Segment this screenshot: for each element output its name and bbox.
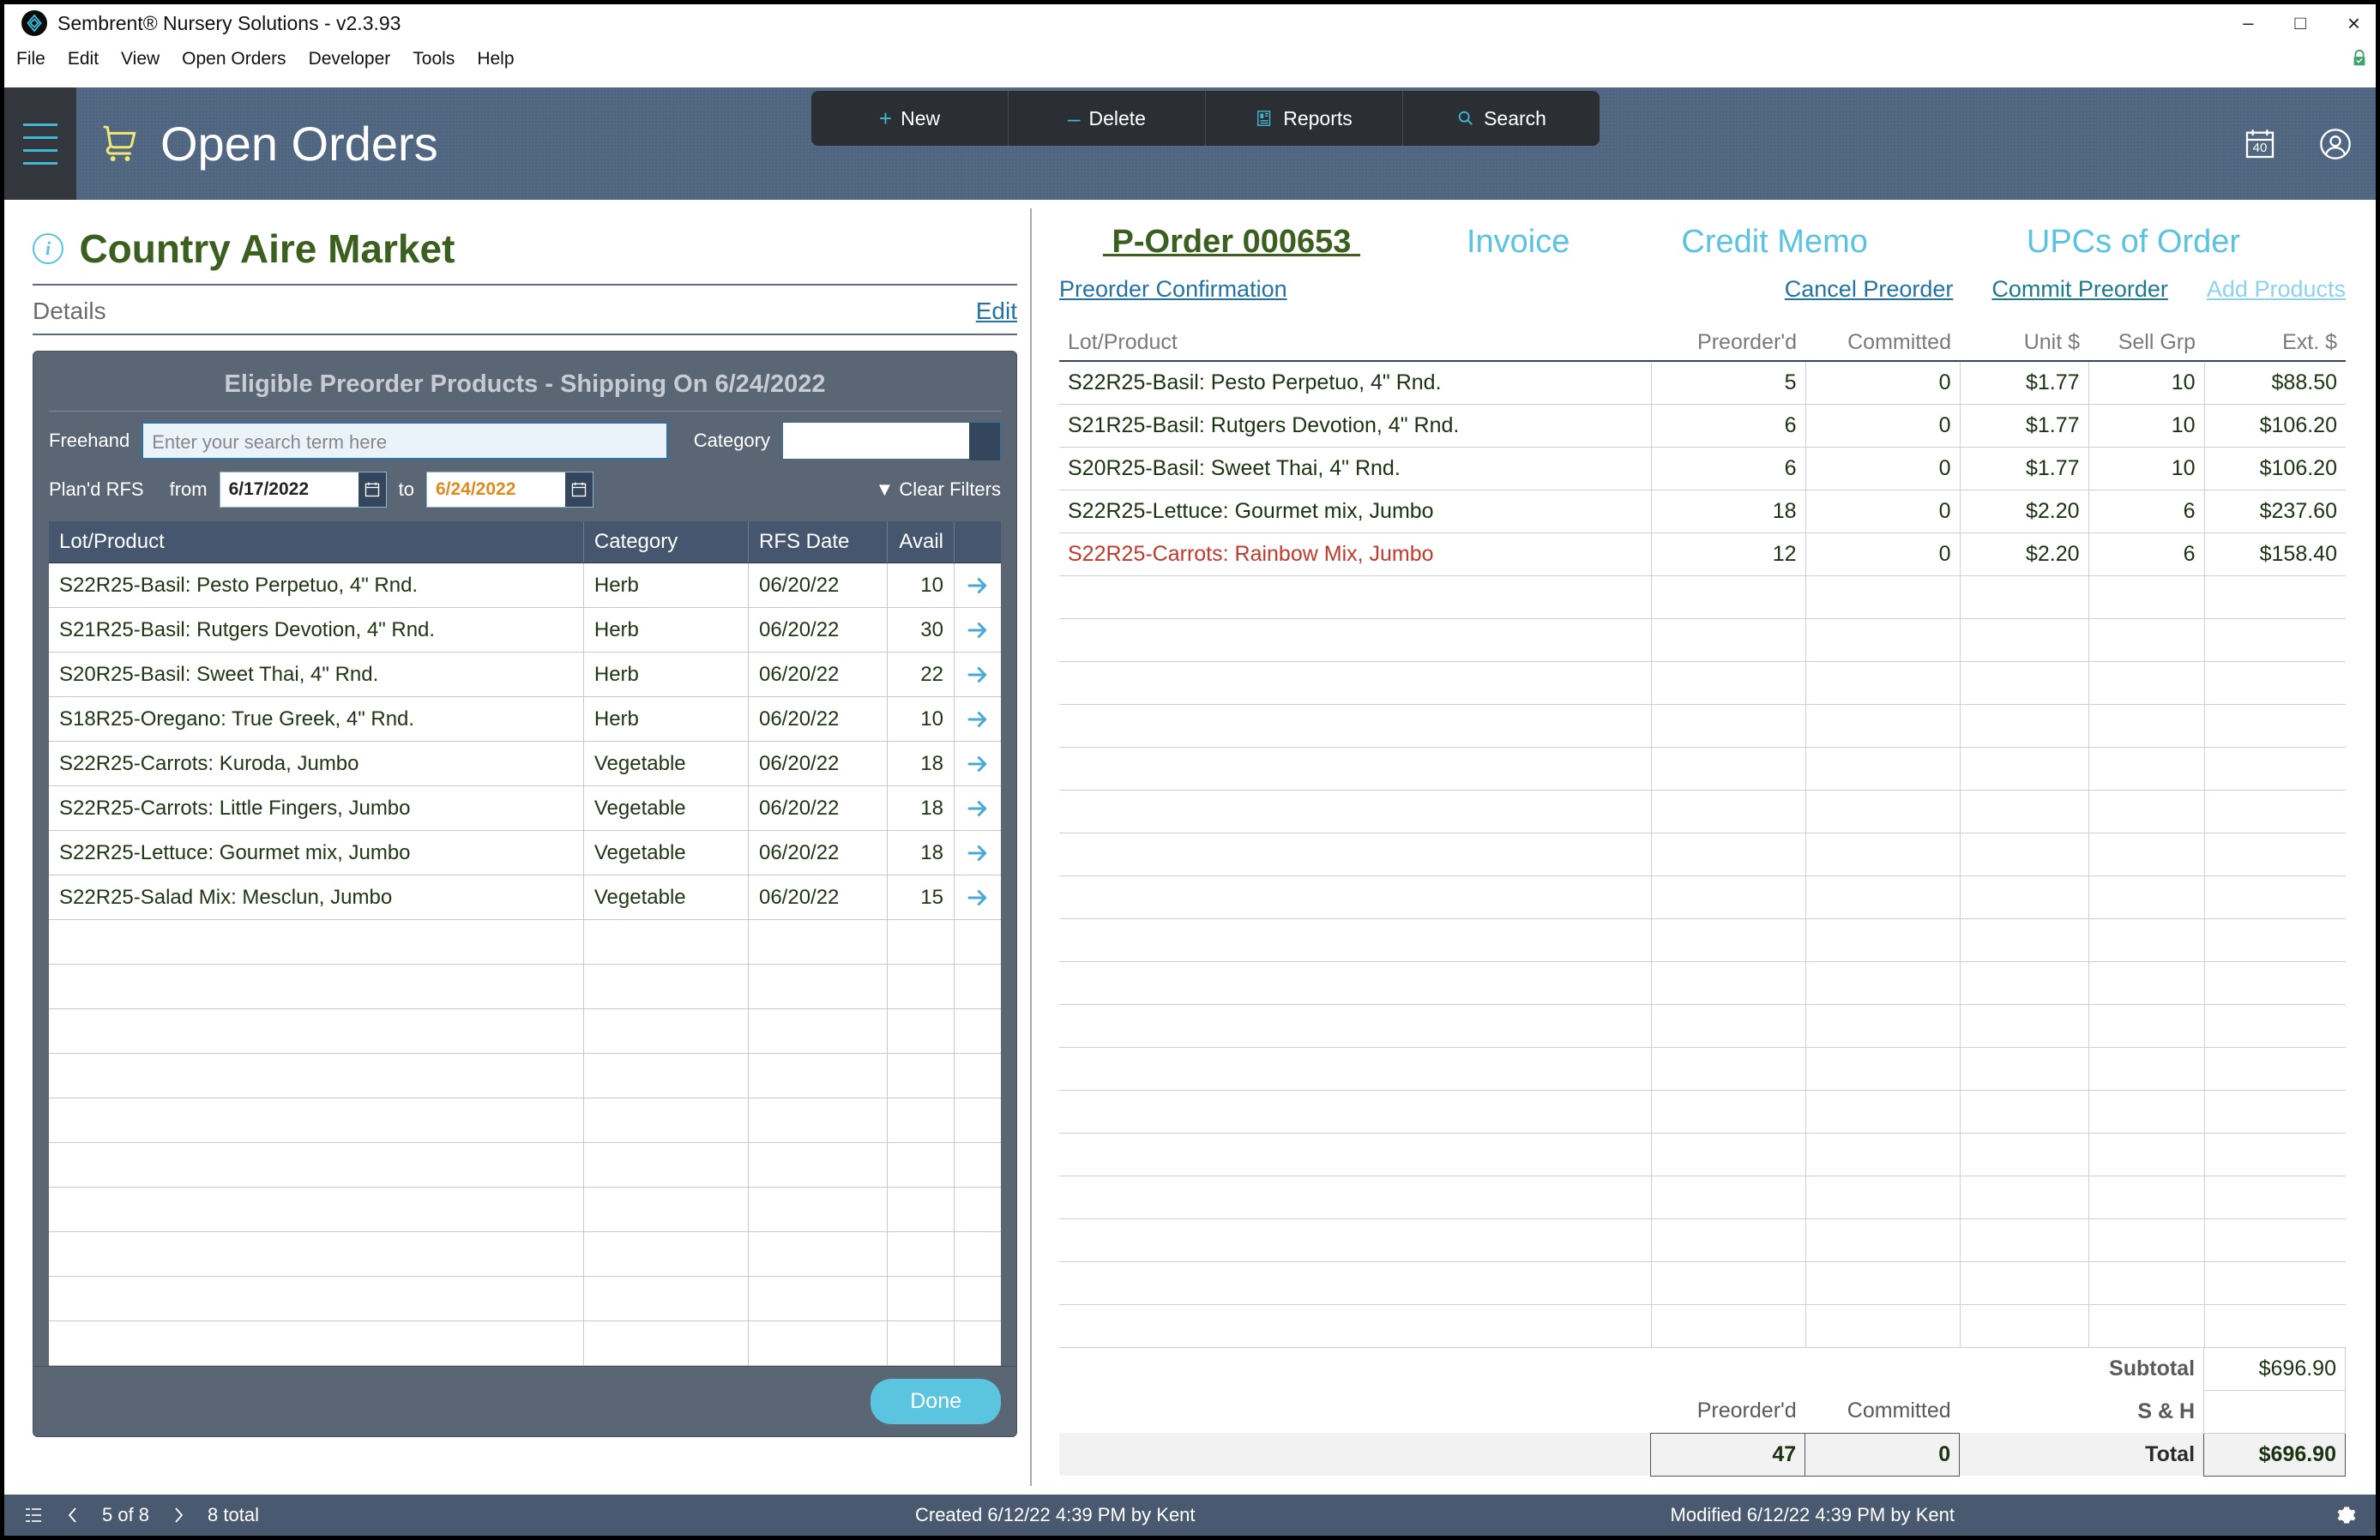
- svg-text:40: 40: [2253, 141, 2268, 155]
